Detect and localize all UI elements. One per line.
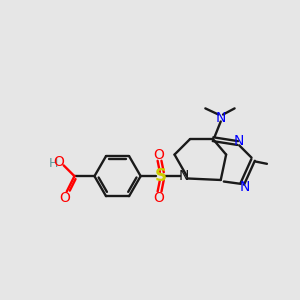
Text: O: O: [54, 154, 64, 169]
Text: S: S: [155, 167, 167, 185]
Text: N: N: [216, 111, 226, 124]
Text: O: O: [154, 148, 165, 162]
Text: N: N: [178, 169, 189, 183]
Text: N: N: [234, 134, 244, 148]
Text: N: N: [239, 180, 250, 194]
Text: O: O: [154, 191, 165, 205]
Text: O: O: [59, 191, 70, 206]
Text: H: H: [49, 157, 58, 169]
